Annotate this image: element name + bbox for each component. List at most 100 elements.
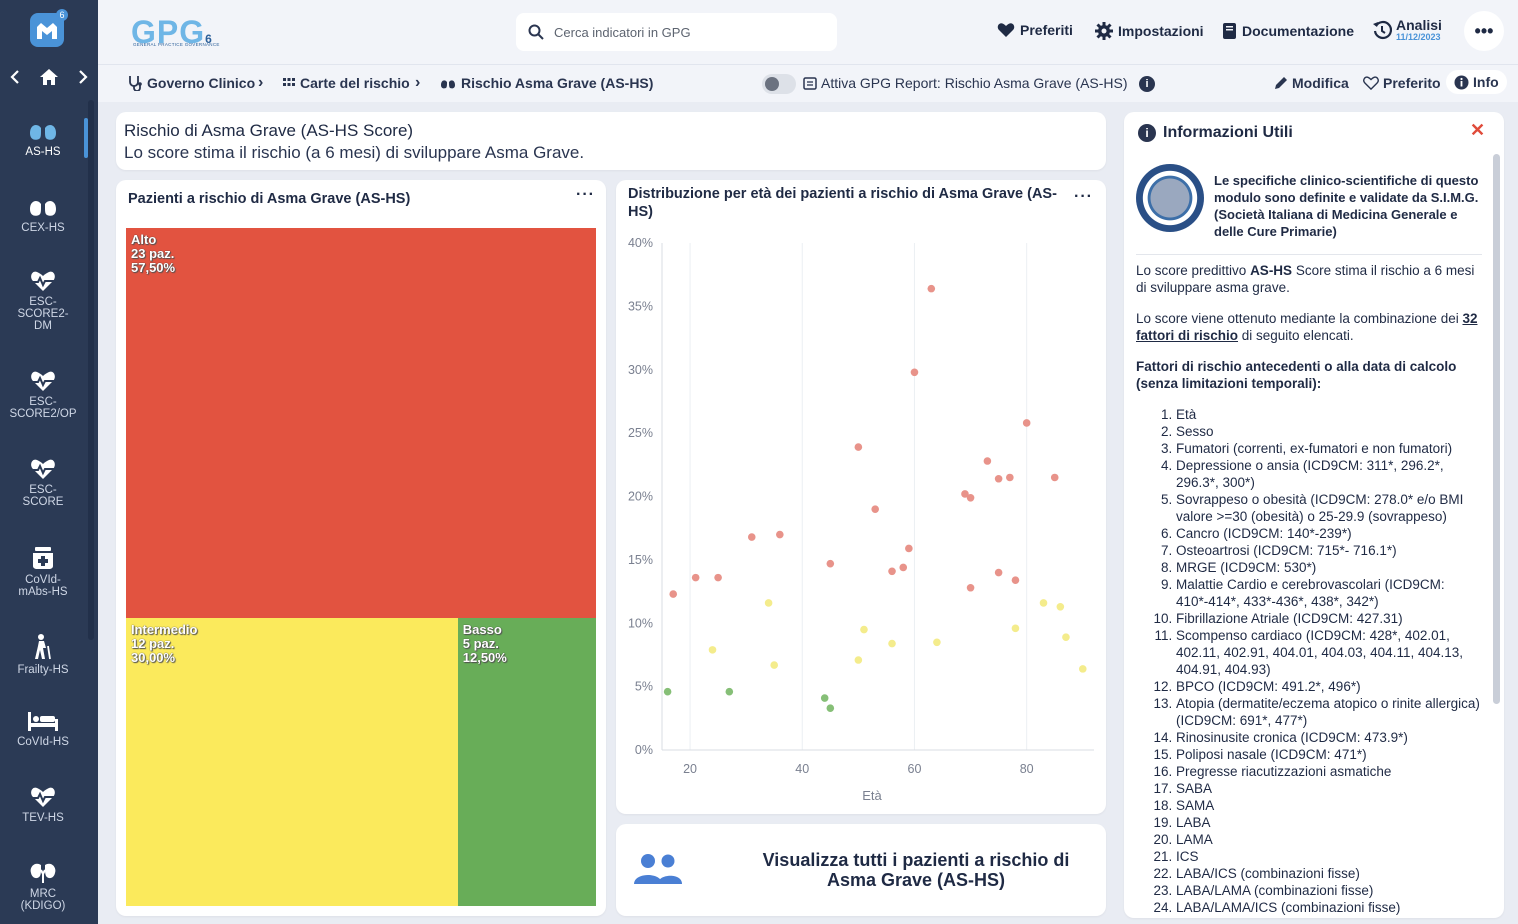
breadcrumb-label: Governo Clinico [147,75,256,91]
risk-factor-item: Cancro (ICD9CM: 140*-239*) [1176,525,1486,542]
documentazione-label: Documentazione [1242,23,1355,39]
view-patients-text: Visualizza tutti i pazienti a rischio di… [762,850,1070,890]
y-tick-label: 30% [628,363,653,377]
sidebar-item-covid-mabs-hs[interactable]: CoVId- mAbs-HS [0,546,86,598]
close-icon[interactable]: ✕ [1470,120,1486,140]
info-body: Lo score predittivo AS-HS Score stima il… [1136,262,1486,916]
treemap-cell-count: 5 paz. [462,635,499,651]
report-icon [803,77,817,90]
sidebar-scrollbar[interactable] [88,100,94,640]
scatter-card: Distribuzione per età dei pazienti a ris… [616,180,1106,814]
preferiti-link[interactable]: Preferiti [997,22,1073,38]
documentazione-link[interactable]: Documentazione [1222,22,1354,40]
analisi-link[interactable]: Analisi 11/12/2023 [1372,18,1442,42]
scatter-menu-icon[interactable]: ··· [1074,188,1093,205]
y-tick-label: 10% [628,616,653,630]
scatter-point [1078,665,1087,673]
sidebar-item-as-hs[interactable]: AS-HS [0,118,86,158]
y-tick-label: 35% [628,299,653,313]
heart-pulse-icon [0,370,86,392]
sidebar-item-label: TEV-HS [22,812,64,824]
sidebar-item-tev-hs[interactable]: TEV-HS [0,786,86,824]
sidebar-item-esc-score2-op[interactable]: ESC- SCORE2/OP [0,370,86,420]
risk-factor-item: Età [1176,406,1486,423]
chevron-right-icon[interactable] [77,68,89,91]
modifica-label: Modifica [1292,75,1349,91]
chevron-right-icon: › [258,74,264,91]
info-paragraph: Lo score predittivo AS-HS Score stima il… [1136,263,1475,295]
scatter-point [669,590,678,598]
info-icon: i [1138,124,1156,142]
sidebar-item-covid-hs[interactable]: CoVId-HS [0,710,86,748]
scatter-point [820,694,829,702]
treemap-cell-label: Intermedio [131,621,198,637]
report-info-icon[interactable]: i [1139,76,1155,92]
treemap-cell-alto[interactable]: Alto 23 paz. 57,50% [126,228,596,618]
sidebar-item-label: ESC- SCORE2/OP [9,396,77,420]
scatter-point [905,544,913,553]
sidebar-nav [0,68,98,91]
risk-factor-item: Osteoartrosi (ICD9CM: 715*- 716.1*) [1176,542,1486,559]
y-tick-label: 15% [628,553,653,567]
sidebar-item-label: Frailty-HS [17,664,69,676]
book-icon [1223,23,1236,39]
scatter-point [1006,473,1014,482]
info-panel-title: Informazioni Utili [1163,124,1293,141]
treemap-cell-pct: 12,50% [462,649,507,665]
impostazioni-link[interactable]: Impostazioni [1095,22,1204,40]
more-menu-button[interactable]: ••• [1464,11,1504,51]
search-input[interactable] [554,24,814,40]
risk-factor-item: Atopia (dermatite/eczema atopico o rinit… [1176,695,1486,729]
search-box[interactable] [516,13,837,51]
breadcrumb-label: Carte del rischio [300,75,410,91]
modifica-button[interactable]: Modifica [1274,75,1349,91]
risk-factors-link[interactable]: 32 fattori di rischio [1136,311,1478,343]
sidebar-item-cex-hs[interactable]: CEX-HS [0,194,86,234]
info-icon [1454,75,1469,89]
preferito-button[interactable]: Preferito [1363,75,1441,91]
heart-pulse-icon [0,270,86,292]
view-patients-card[interactable]: Visualizza tutti i pazienti a rischio di… [616,824,1106,916]
sidebar-item-esc-score2-dm[interactable]: ESC- SCORE2- DM [0,270,86,332]
scatter-point [747,533,756,541]
heart-icon [997,23,1015,37]
sidebar-item-mrc-kdigo-[interactable]: MRC (KDIGO) [0,862,86,912]
risk-factor-item: BPCO (ICD9CM: 491.2*, 496*) [1176,678,1486,695]
treemap-cell-pct: 30,00% [131,649,176,665]
info-button[interactable]: Info [1446,70,1507,94]
report-toggle[interactable] [762,74,796,94]
heart-pulse-icon [0,786,86,808]
risk-factor-item: Fibrillazione Atriale (ICD9CM: 427.31) [1176,610,1486,627]
info-scrollbar[interactable] [1493,154,1500,704]
treemap-cell-basso[interactable]: Basso 5 paz. 12,50% [457,617,596,906]
sidebar-item-frailty-hs[interactable]: Frailty-HS [0,634,86,676]
chevron-left-icon[interactable] [9,68,21,91]
scatter-point [888,639,896,648]
info-panel: i Informazioni Utili ✕ Le specifiche cli… [1124,112,1504,918]
scatter-point [899,563,908,572]
app-logo[interactable]: 6 [30,9,68,47]
breadcrumb-current: Rischio Asma Grave (AS-HS) [440,75,653,91]
scatter-point [888,567,896,576]
risk-factor-item: Depressione o ansia (ICD9CM: 311*, 296.2… [1176,457,1486,491]
home-icon[interactable] [39,68,59,91]
preferito-label: Preferito [1383,75,1441,91]
sidebar-item-label: ESC- SCORE [22,484,64,508]
app-logo-icon [37,23,57,39]
scatter-point [910,368,919,377]
gpg-logo[interactable]: GPG6 [131,14,213,50]
sidebar-item-esc-score[interactable]: ESC- SCORE [0,458,86,508]
treemap-cell-intermedio[interactable]: Intermedio 12 paz. 30,00% [126,617,458,906]
sidebar-item-label: CoVId-HS [17,736,69,748]
treemap-cell-label: Alto [131,232,157,247]
treemap-cell-count: 12 paz. [131,635,175,651]
risk-factor-item: Scompenso cardiaco (ICD9CM: 428*, 402.01… [1176,627,1486,678]
simg-logo [1136,164,1204,232]
breadcrumb-carte-rischio[interactable]: Carte del rischio [283,75,410,91]
info-panel-header: i Informazioni Utili [1138,124,1293,142]
risk-factor-item: Sesso [1176,423,1486,440]
treemap-menu-icon[interactable]: ··· [576,186,595,203]
breadcrumb-governo-clinico[interactable]: Governo Clinico [128,75,255,91]
gear-icon [1095,22,1113,40]
treemap-cell-pct: 57,50% [131,260,176,275]
